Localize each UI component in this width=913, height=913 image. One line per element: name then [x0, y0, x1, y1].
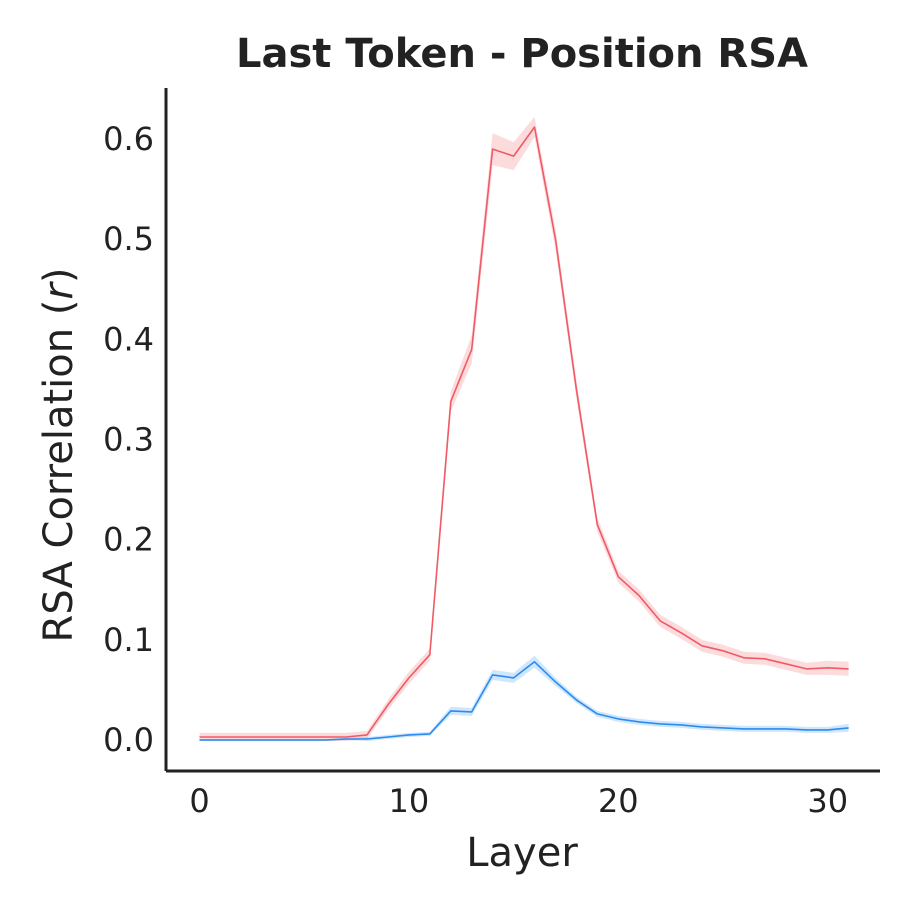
y-tick-label: 0.1 [103, 621, 154, 659]
x-tick-labels: 0 10 20 30 [189, 782, 848, 820]
y-axis-label: RSA Correlation (r) [36, 268, 82, 643]
series-1-line [199, 126, 849, 738]
chart-title: Last Token - Position RSA [236, 31, 808, 77]
series-2-line [199, 660, 849, 741]
x-tick-label: 20 [598, 782, 639, 820]
y-tick-label: 0.0 [103, 721, 154, 759]
x-tick-label: 0 [189, 782, 209, 820]
y-tick-label: 0.3 [103, 421, 154, 459]
y-tick-label: 0.2 [103, 521, 154, 559]
y-tick-label: 0.6 [103, 120, 154, 158]
y-tick-labels: 0.0 0.1 0.2 0.3 0.4 0.5 0.6 [103, 120, 154, 759]
x-axis-label: Layer [466, 830, 578, 876]
y-axis-label-close: ) [36, 268, 82, 284]
axes [164, 88, 880, 773]
x-tick-label: 30 [807, 782, 848, 820]
series-2-band [199, 655, 849, 741]
x-tick-label: 10 [389, 782, 430, 820]
series-lines [199, 126, 849, 741]
confidence-bands [199, 117, 849, 741]
y-axis-label-main: RSA Correlation ( [36, 300, 82, 643]
y-tick-label: 0.4 [103, 320, 154, 358]
y-axis-label-italic: r [36, 281, 82, 300]
series-1-band [199, 117, 849, 741]
y-tick-label: 0.5 [103, 220, 154, 258]
